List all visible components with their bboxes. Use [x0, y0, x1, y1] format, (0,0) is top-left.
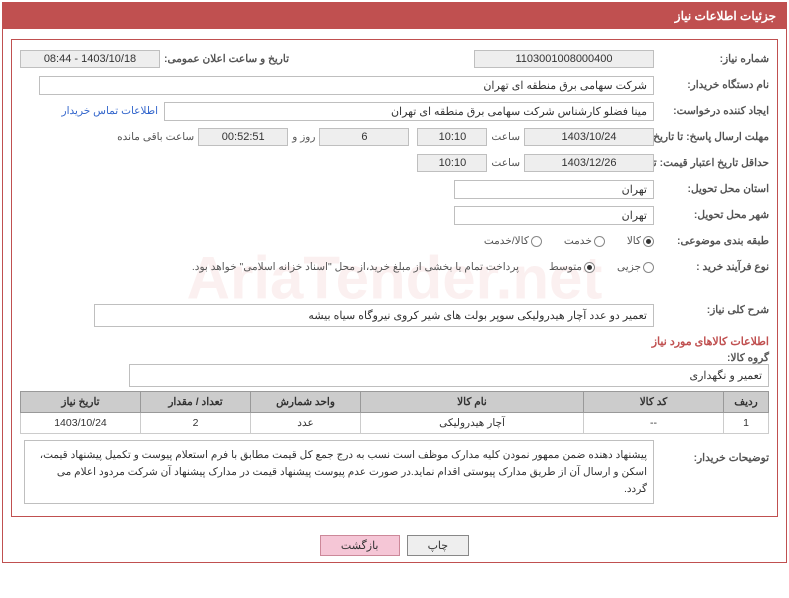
city-label: شهر محل تحویل:: [654, 209, 769, 221]
buyer-notes-text: پیشنهاد دهنده ضمن ممهور نمودن کلیه مدارک…: [24, 440, 654, 504]
th-date: تاریخ نیاز: [21, 392, 141, 413]
min-validity-time: 10:10: [417, 154, 487, 172]
process-option-label-0: جزیی: [617, 261, 641, 273]
th-qty: تعداد / مقدار: [141, 392, 251, 413]
requester-value: مینا فضلو کارشناس شرکت سهامی برق منطقه ا…: [164, 102, 654, 121]
min-validity-label: حداقل تاریخ اعتبار قیمت: تا تاریخ:: [654, 157, 769, 170]
cell-row: 1: [724, 413, 769, 434]
deadline-days-label: روز و: [288, 131, 319, 143]
radio-icon: [594, 236, 605, 247]
purchase-process-label: نوع فرآیند خرید :: [654, 261, 769, 273]
th-row: ردیف: [724, 392, 769, 413]
min-validity-time-label: ساعت: [487, 157, 524, 169]
deadline-time-label: ساعت: [487, 131, 524, 143]
th-name: نام کالا: [361, 392, 584, 413]
buyer-org-value: شرکت سهامی برق منطقه ای تهران: [39, 76, 654, 95]
row-buyer-notes: توضیحات خریدار: پیشنهاد دهنده ضمن ممهور …: [20, 440, 769, 504]
button-row: چاپ بازگشت: [3, 525, 786, 562]
th-code: کد کالا: [584, 392, 724, 413]
need-desc-value: تعمیر دو عدد آچار هیدرولیکی سوپر بولت ها…: [94, 304, 654, 327]
purchase-process-radio-group: جزیی متوسط: [531, 261, 654, 273]
radio-icon: [584, 262, 595, 273]
print-button[interactable]: چاپ: [407, 535, 470, 556]
buyer-notes-label: توضیحات خریدار:: [654, 440, 769, 464]
cell-code: --: [584, 413, 724, 434]
radio-icon: [643, 236, 654, 247]
back-button[interactable]: بازگشت: [320, 535, 400, 556]
row-category: طبقه بندی موضوعی: کالا خدمت کالا/خدمت: [20, 230, 769, 252]
row-need-number: شماره نیاز: 1103001008000400 تاریخ و ساع…: [20, 48, 769, 70]
category-radio-group: کالا خدمت کالا/خدمت: [466, 235, 654, 247]
goods-table: ردیف کد کالا نام کالا واحد شمارش تعداد /…: [20, 391, 769, 434]
process-option-label-1: متوسط: [549, 261, 582, 273]
row-deadline: مهلت ارسال پاسخ: تا تاریخ: 1403/10/24 سا…: [20, 126, 769, 148]
category-option-service[interactable]: خدمت: [564, 235, 605, 247]
table-row: 1 -- آچار هیدرولیکی عدد 2 1403/10/24: [21, 413, 769, 434]
radio-icon: [531, 236, 542, 247]
page-header: جزئیات اطلاعات نیاز: [3, 3, 786, 29]
category-option-both[interactable]: کالا/خدمت: [484, 235, 542, 247]
outer-frame: جزئیات اطلاعات نیاز AriaTender.net شماره…: [2, 2, 787, 563]
cell-qty: 2: [141, 413, 251, 434]
goods-group-value: تعمیر و نگهداری: [129, 364, 769, 387]
deadline-countdown: 00:52:51: [198, 128, 288, 146]
row-goods-group: گروه کالا: تعمیر و نگهداری: [20, 352, 769, 387]
goods-section-title: اطلاعات کالاهای مورد نیاز: [20, 335, 769, 348]
category-option-goods[interactable]: کالا: [627, 235, 654, 247]
province-label: استان محل تحویل:: [654, 183, 769, 195]
deadline-label: مهلت ارسال پاسخ: تا تاریخ:: [654, 131, 769, 144]
row-requester: ایجاد کننده درخواست: مینا فضلو کارشناس ش…: [20, 100, 769, 122]
announce-date-value: 1403/10/18 - 08:44: [20, 50, 160, 68]
need-desc-label: شرح کلی نیاز:: [654, 304, 769, 316]
requester-label: ایجاد کننده درخواست:: [654, 105, 769, 117]
city-value: تهران: [454, 206, 654, 225]
deadline-time: 10:10: [417, 128, 487, 146]
row-min-validity: حداقل تاریخ اعتبار قیمت: تا تاریخ: 1403/…: [20, 152, 769, 174]
th-unit: واحد شمارش: [251, 392, 361, 413]
row-province: استان محل تحویل: تهران: [20, 178, 769, 200]
cell-date: 1403/10/24: [21, 413, 141, 434]
table-header-row: ردیف کد کالا نام کالا واحد شمارش تعداد /…: [21, 392, 769, 413]
cell-name: آچار هیدرولیکی: [361, 413, 584, 434]
process-option-minor[interactable]: جزیی: [617, 261, 654, 273]
category-option-label-0: کالا: [627, 235, 641, 247]
need-number-value: 1103001008000400: [474, 50, 654, 68]
purchase-process-note: پرداخت تمام یا بخشی از مبلغ خرید،از محل …: [192, 261, 519, 273]
cell-unit: عدد: [251, 413, 361, 434]
category-label: طبقه بندی موضوعی:: [654, 235, 769, 247]
category-option-label-1: خدمت: [564, 235, 592, 247]
process-option-medium[interactable]: متوسط: [549, 261, 595, 273]
buyer-contact-link[interactable]: اطلاعات تماس خریدار: [62, 105, 164, 117]
row-city: شهر محل تحویل: تهران: [20, 204, 769, 226]
min-validity-date: 1403/12/26: [524, 154, 654, 172]
row-purchase-process: نوع فرآیند خرید : جزیی متوسط پرداخت تمام…: [20, 256, 769, 278]
province-value: تهران: [454, 180, 654, 199]
content-frame: AriaTender.net شماره نیاز: 1103001008000…: [11, 39, 778, 517]
goods-group-label: گروه کالا:: [654, 352, 769, 364]
header-title: جزئیات اطلاعات نیاز: [675, 9, 776, 23]
category-option-label-2: کالا/خدمت: [484, 235, 529, 247]
row-buyer-org: نام دستگاه خریدار: شرکت سهامی برق منطقه …: [20, 74, 769, 96]
radio-icon: [643, 262, 654, 273]
row-need-desc: شرح کلی نیاز: تعمیر دو عدد آچار هیدرولیک…: [20, 304, 769, 327]
deadline-remaining-label: ساعت باقی مانده: [113, 131, 198, 143]
buyer-org-label: نام دستگاه خریدار:: [654, 79, 769, 91]
need-number-label: شماره نیاز:: [654, 53, 769, 65]
deadline-days: 6: [319, 128, 409, 146]
deadline-date: 1403/10/24: [524, 128, 654, 146]
announce-date-label: تاریخ و ساعت اعلان عمومی:: [160, 53, 289, 65]
